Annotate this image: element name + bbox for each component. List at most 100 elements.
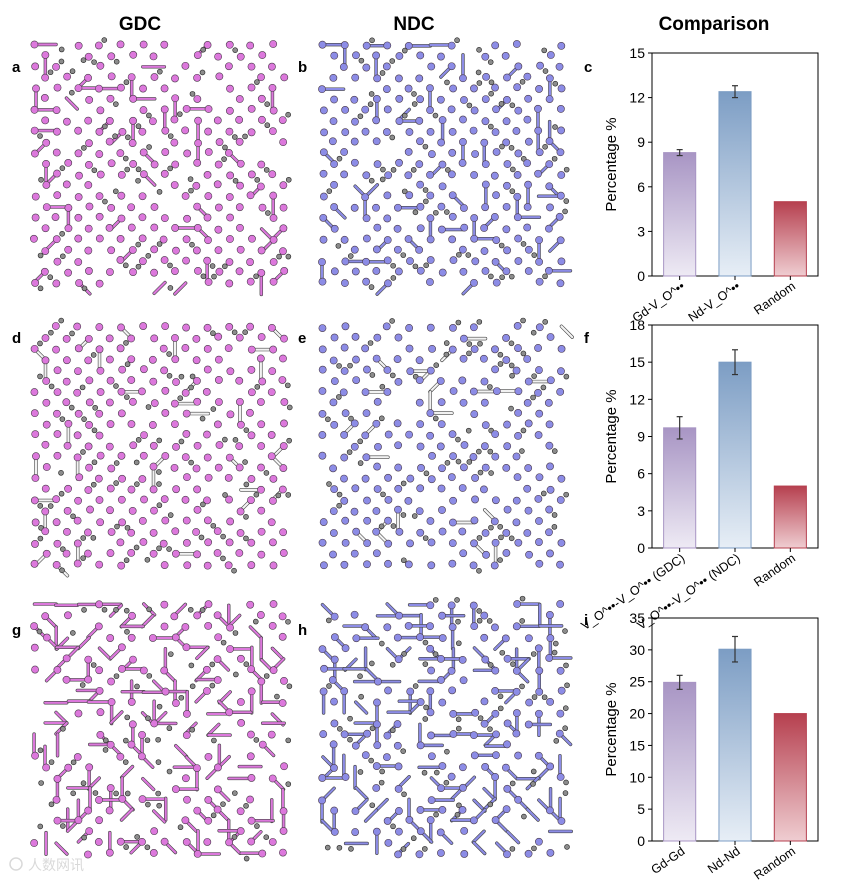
- dopant-atom: [470, 84, 478, 93]
- vacancy-site: [221, 156, 227, 162]
- dopant-atom: [106, 549, 115, 557]
- dopant-atom: [258, 377, 267, 386]
- dopant-atom: [213, 785, 222, 794]
- dopant-atom: [350, 419, 359, 428]
- dopant-atom: [319, 148, 328, 157]
- dopant-atom: [415, 850, 424, 859]
- dopant-atom: [372, 137, 381, 146]
- dopant-atom: [330, 612, 339, 621]
- dopant-atom: [171, 633, 180, 642]
- dopant-atom: [557, 367, 565, 376]
- bond-fill: [386, 602, 400, 616]
- vacancy-site: [445, 167, 451, 173]
- dopant-atom: [171, 160, 180, 169]
- dopant-atom: [183, 795, 191, 804]
- vacancy-site: [155, 790, 161, 797]
- dopant-atom: [341, 644, 350, 653]
- vacancy-site: [113, 460, 120, 466]
- vacancy-site: [477, 715, 484, 721]
- dopant-atom: [170, 463, 179, 472]
- vacancy-site: [390, 167, 397, 173]
- dopant-atom: [160, 600, 169, 609]
- dopant-atom: [395, 158, 403, 167]
- dopant-atom: [268, 62, 276, 71]
- vacancy-site: [422, 661, 429, 667]
- dopant-atom: [535, 366, 543, 374]
- vacancy-site: [177, 111, 183, 117]
- vacancy-site: [564, 682, 570, 689]
- dopant-atom: [372, 784, 381, 792]
- dopant-atom: [481, 95, 490, 103]
- dopant-atom: [279, 247, 287, 256]
- dopant-atom: [215, 398, 223, 406]
- vacancy-site: [499, 143, 505, 150]
- dopant-atom: [482, 550, 490, 559]
- dopant-atom: [525, 550, 533, 559]
- vacancy-site: [189, 683, 196, 690]
- panel-letter-g: g: [12, 622, 21, 639]
- dopant-atom: [214, 376, 223, 384]
- vacancy-site: [167, 133, 174, 139]
- dopant-atom: [556, 236, 565, 245]
- dopant-atom: [361, 193, 370, 202]
- dopant-atom: [258, 115, 266, 124]
- dopant-atom: [514, 431, 522, 440]
- dopant-atom: [41, 507, 50, 516]
- vacancy-site: [231, 567, 237, 574]
- vacancy-site: [199, 415, 206, 422]
- vacancy-site: [276, 253, 282, 260]
- dopant-atom: [105, 224, 114, 232]
- dopant-atom: [85, 267, 93, 275]
- dopant-atom: [213, 611, 222, 620]
- vacancy-site: [232, 630, 239, 636]
- dopant-atom: [492, 191, 500, 200]
- dopant-atom: [225, 538, 234, 547]
- dopant-atom: [351, 484, 360, 493]
- dopant-atom: [172, 246, 180, 255]
- dopant-atom: [247, 431, 256, 440]
- vacancy-site: [285, 382, 291, 389]
- dopant-atom: [159, 539, 168, 548]
- dopant-atom: [557, 126, 565, 135]
- vacancy-site: [187, 176, 194, 182]
- dopant-atom: [75, 279, 83, 287]
- dopant-atom: [117, 451, 126, 460]
- dopant-atom: [85, 827, 94, 836]
- dopant-atom: [339, 63, 348, 71]
- dopant-atom: [490, 213, 499, 221]
- vacancy-site: [487, 384, 493, 390]
- dopant-atom: [426, 816, 435, 824]
- atom-layer: [318, 595, 570, 859]
- dopant-atom: [53, 388, 62, 396]
- vacancy-site: [510, 661, 516, 667]
- dopant-atom: [267, 388, 276, 397]
- vacancy-site: [325, 416, 331, 423]
- dopant-atom: [42, 203, 51, 212]
- vacancy-site: [253, 273, 259, 280]
- vacancy-site: [113, 673, 120, 679]
- dopant-atom: [501, 634, 510, 643]
- dopant-atom: [480, 247, 489, 255]
- vacancy-site: [326, 617, 332, 624]
- dopant-atom: [460, 223, 469, 232]
- dopant-atom: [269, 345, 278, 354]
- vacancy-site: [379, 640, 385, 647]
- dopant-atom: [116, 538, 125, 547]
- dopant-atom: [182, 323, 191, 332]
- dopant-atom: [118, 474, 126, 483]
- dopant-atom: [268, 127, 277, 136]
- dopant-atom: [394, 762, 403, 771]
- dopant-atom: [215, 72, 224, 81]
- vacancy-site: [487, 59, 494, 65]
- dopant-atom: [73, 753, 82, 761]
- dopant-atom: [361, 344, 370, 353]
- dopant-atom: [193, 397, 202, 406]
- dopant-atom: [181, 126, 190, 135]
- dopant-atom: [503, 654, 512, 663]
- vacancy-site: [243, 535, 249, 542]
- dopant-atom: [362, 277, 371, 286]
- dopant-atom: [350, 507, 359, 516]
- dopant-atom: [460, 826, 469, 835]
- dopant-atom: [226, 410, 235, 419]
- vacancy-site: [178, 373, 185, 380]
